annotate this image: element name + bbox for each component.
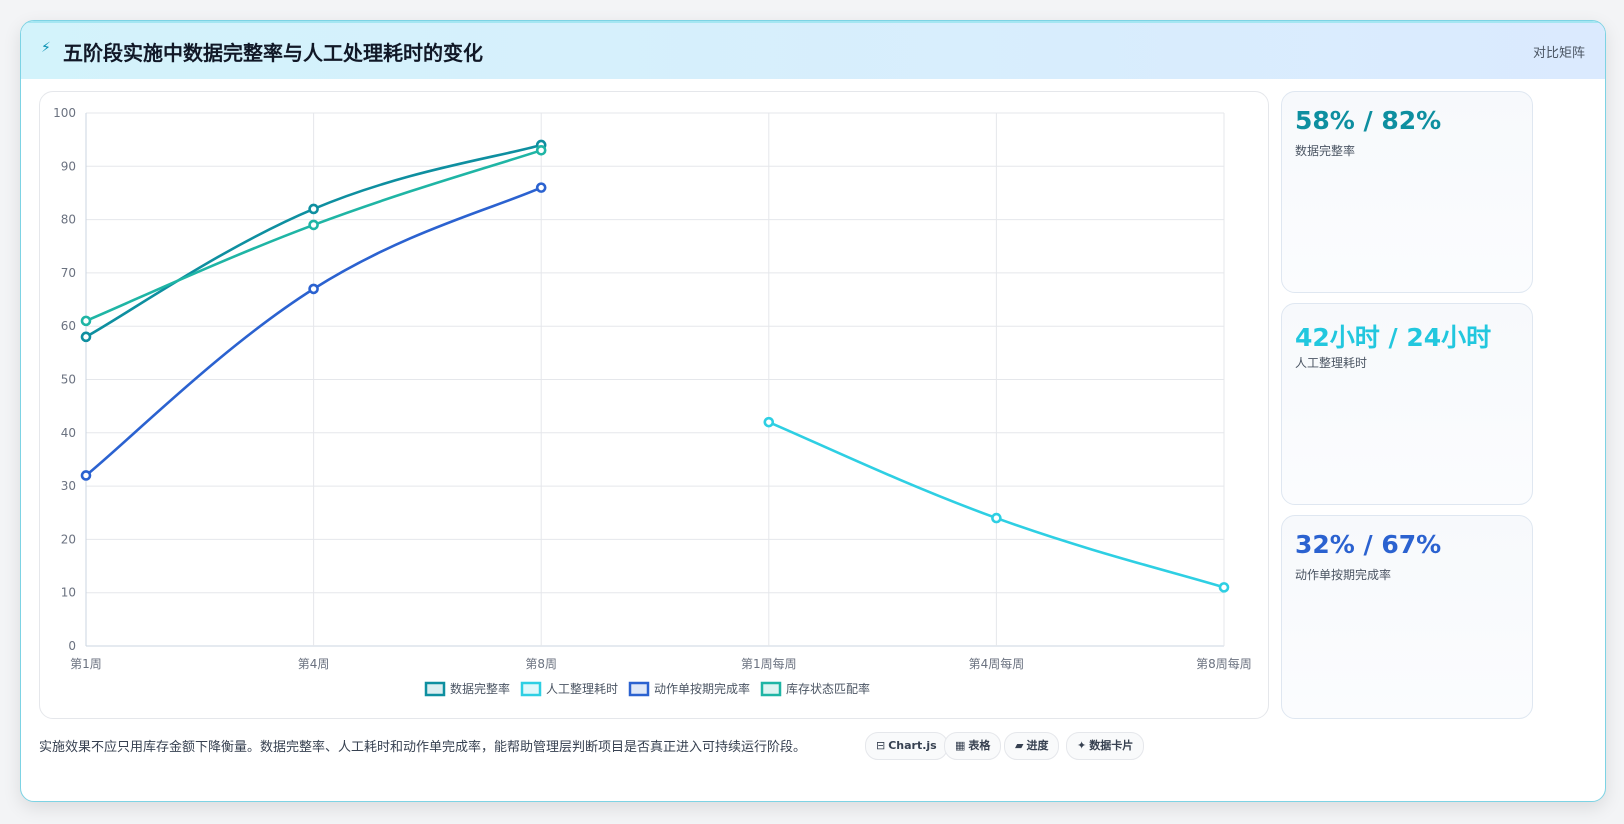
- data-point: [535, 145, 547, 156]
- y-tick-label: 90: [61, 159, 76, 173]
- y-tick-label: 0: [68, 639, 76, 653]
- y-tick-label: 70: [61, 266, 76, 280]
- legend-label: 动作单按期完成率: [654, 681, 750, 696]
- stat-card-manual-hours: 42小时 / 24小时 人工整理耗时: [1281, 303, 1533, 505]
- x-tick-label: 第1周每周: [741, 656, 797, 671]
- stat-label: 人工整理耗时: [1295, 356, 1368, 370]
- data-point: [1218, 582, 1230, 593]
- data-point: [763, 416, 775, 428]
- x-tick-label: 第1周: [70, 657, 102, 671]
- data-point: [80, 315, 92, 327]
- y-tick-label: 60: [61, 319, 76, 333]
- stat-value: 58% / 82%: [1295, 106, 1442, 135]
- line-chart: 0 10 20 30 40 50 60 70 80 90 100 第1周 第4周 第8周 第1周每周 第4周每…: [53, 106, 1252, 697]
- stat-value: 42小时 / 24小时: [1295, 323, 1492, 352]
- progress-button[interactable]: ▰ 进度: [1004, 732, 1060, 760]
- sparkle-icon: ✦: [1077, 739, 1087, 752]
- x-tick-label: 第4周每周: [969, 656, 1025, 671]
- button-label: 表格: [968, 739, 991, 752]
- stat-label: 数据完整率: [1295, 144, 1356, 158]
- y-tick-label: 20: [61, 532, 76, 546]
- data-point: [80, 470, 92, 481]
- table-icon: ▦: [955, 739, 966, 752]
- y-tick-label: 10: [61, 586, 76, 600]
- chart-panel: 0 10 20 30 40 50 60 70 80 90 100 第1周 第4周 第8周 第1周每周 第4周每…: [39, 91, 1269, 719]
- page-title: 五阶段实施中数据完整率与人工处理耗时的变化: [63, 41, 483, 65]
- stat-label: 动作单按期完成率: [1295, 568, 1392, 582]
- bolt-icon: ⚡: [41, 40, 51, 56]
- button-label: Chart.js: [888, 739, 937, 752]
- stat-card-action-completion: 32% / 67% 动作单按期完成率: [1281, 515, 1533, 719]
- y-tick-label: 50: [61, 373, 76, 387]
- legend-swatch: [628, 681, 650, 697]
- chartjs-button[interactable]: ⊟ Chart.js: [865, 732, 948, 760]
- x-tick-label: 第8周: [525, 657, 557, 671]
- legend-swatch: [520, 681, 542, 697]
- y-tick-label: 100: [53, 106, 76, 120]
- data-point: [535, 182, 547, 193]
- data-point: [991, 512, 1002, 524]
- compare-matrix-link[interactable]: 对比矩阵: [1532, 46, 1585, 61]
- legend-label: 人工整理耗时: [546, 681, 618, 696]
- footnote: 实施效果不应只用库存金额下降衡量。数据完整率、人工耗时和动作单完成率，能帮助管理…: [39, 740, 807, 755]
- data-point: [308, 283, 319, 295]
- stat-card-data-completeness: 58% / 82% 数据完整率: [1281, 91, 1533, 293]
- legend-label: 数据完整率: [450, 681, 510, 696]
- data-point: [308, 203, 319, 215]
- y-tick-label: 30: [61, 479, 76, 493]
- table-button[interactable]: ▦ 表格: [944, 732, 1002, 760]
- card-header: ⚡ 五阶段实施中数据完整率与人工处理耗时的变化 对比矩阵: [21, 21, 1605, 79]
- data-point: [80, 331, 92, 343]
- stat-value: 32% / 67%: [1295, 530, 1442, 559]
- x-tick-label: 第8周每周: [1196, 656, 1252, 671]
- button-label: 进度: [1026, 739, 1049, 752]
- x-tick-label: 第4周: [298, 657, 330, 671]
- button-label: 数据卡片: [1089, 739, 1134, 752]
- legend-swatch: [424, 681, 446, 697]
- chart-icon: ⊟: [876, 739, 886, 752]
- progress-icon: ▰: [1015, 739, 1024, 752]
- y-tick-label: 40: [61, 426, 76, 440]
- data-point: [308, 219, 319, 231]
- legend-swatch: [760, 681, 782, 697]
- chart-card: ⚡ 五阶段实施中数据完整率与人工处理耗时的变化 对比矩阵 0 10 20 30 40 50…: [20, 20, 1606, 802]
- data-card-button[interactable]: ✦ 数据卡片: [1066, 732, 1145, 760]
- y-tick-label: 80: [61, 213, 76, 227]
- legend-label: 库存状态匹配率: [786, 681, 870, 696]
